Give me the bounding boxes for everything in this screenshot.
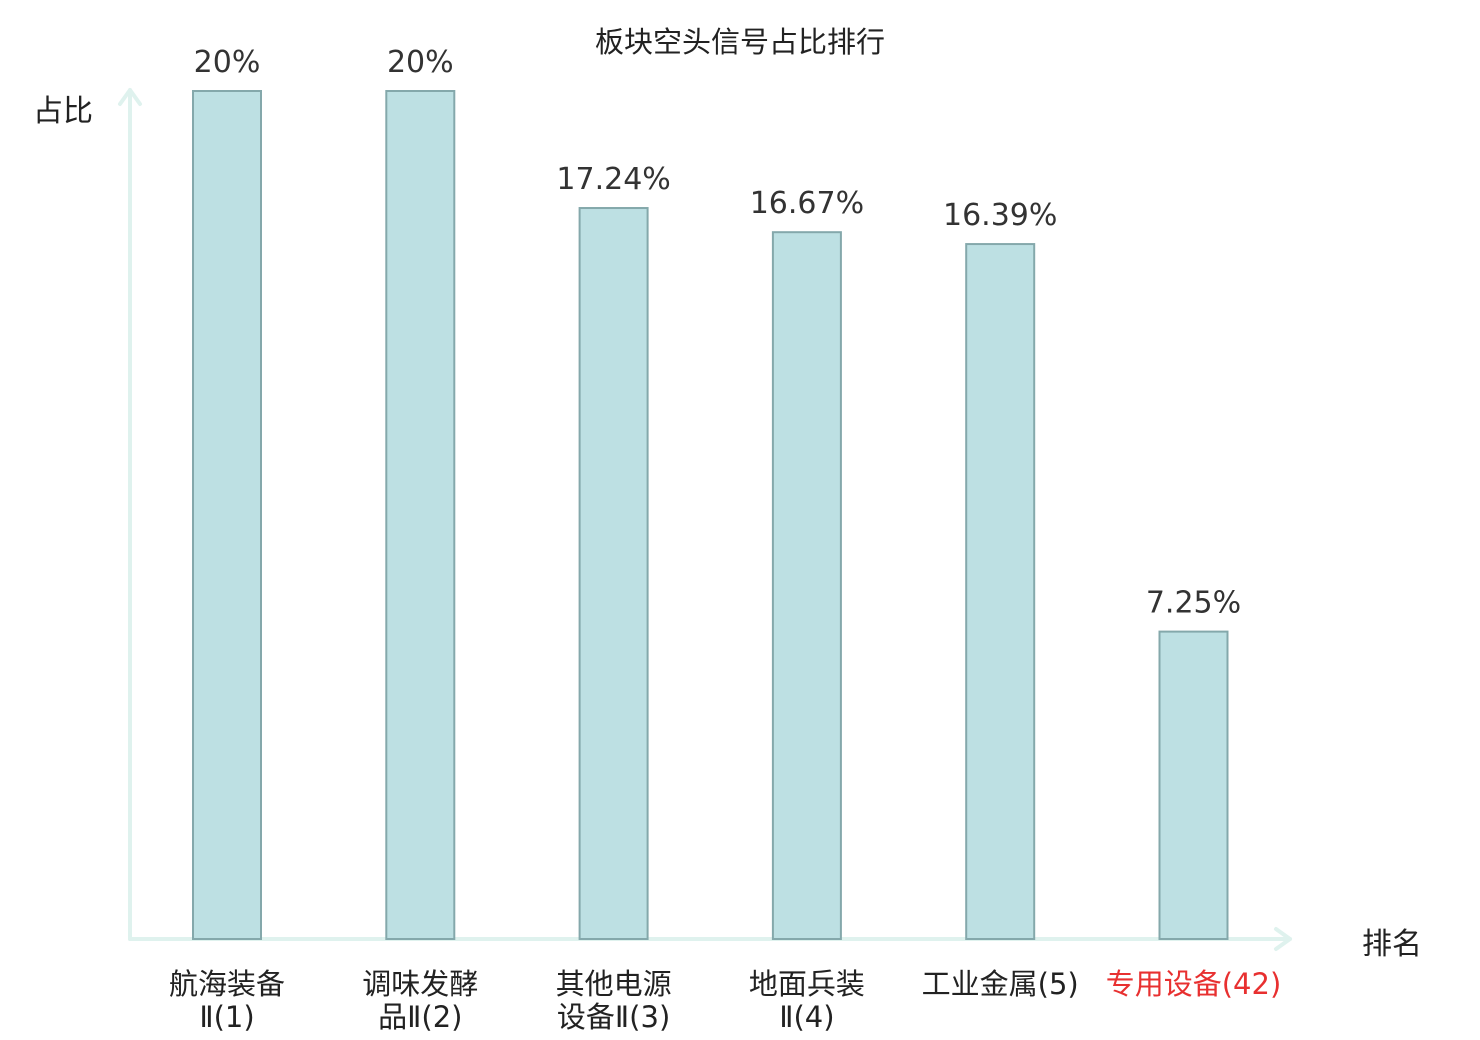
y-axis-arrow — [118, 88, 142, 106]
bars-group — [192, 90, 1229, 941]
category-label: 地面兵装 Ⅱ(4) — [749, 967, 865, 1034]
category-label-line: 品Ⅱ(2) — [378, 1000, 462, 1034]
category-label-line: Ⅱ(4) — [779, 1000, 834, 1034]
value-label: 16.39% — [943, 198, 1057, 233]
bar — [192, 90, 262, 940]
value-labels-group: 20% 20% 17.24% 16.67% 16.39% 7.25% — [194, 45, 1242, 621]
value-label: 7.25% — [1146, 586, 1241, 621]
category-label-line: Ⅱ(1) — [199, 1000, 254, 1034]
category-labels-group: 航海装备 Ⅱ(1) 调味发酵品Ⅱ(2) 其他电源设备Ⅱ(3) 地面兵装 Ⅱ(4) 工业金属(… — [169, 967, 1281, 1034]
category-label-line: 调味发酵 — [362, 967, 478, 1001]
category-label-line: 专用设备(42) — [1106, 967, 1282, 1001]
x-axis-label: 排名 — [1362, 927, 1422, 962]
category-label-line: 航海装备 — [169, 967, 285, 1001]
bar — [385, 90, 456, 940]
category-label: 专用设备(42) — [1106, 967, 1282, 1001]
bar — [965, 243, 1036, 940]
category-label: 调味发酵品Ⅱ(2) — [362, 967, 478, 1034]
y-axis-label: 占比 — [33, 94, 93, 129]
value-label: 20% — [194, 45, 261, 80]
category-label-line: 地面兵装 — [749, 967, 865, 1001]
value-label: 20% — [387, 45, 454, 80]
category-label: 工业金属(5) — [922, 967, 1079, 1001]
category-label-line: 设备Ⅱ(3) — [557, 1000, 670, 1034]
bar — [1158, 630, 1229, 940]
category-label: 航海装备 Ⅱ(1) — [169, 967, 285, 1034]
chart-title: 板块空头信号占比排行 — [595, 25, 885, 59]
value-label: 16.67% — [750, 186, 864, 221]
category-label: 其他电源设备Ⅱ(3) — [556, 967, 672, 1034]
bar — [771, 231, 842, 940]
bar — [578, 207, 649, 941]
category-label-line: 其他电源 — [556, 967, 672, 1001]
axes — [118, 88, 1292, 951]
category-label-line: 工业金属(5) — [922, 967, 1079, 1001]
value-label: 17.24% — [556, 162, 670, 197]
x-axis-arrow — [1274, 927, 1292, 951]
